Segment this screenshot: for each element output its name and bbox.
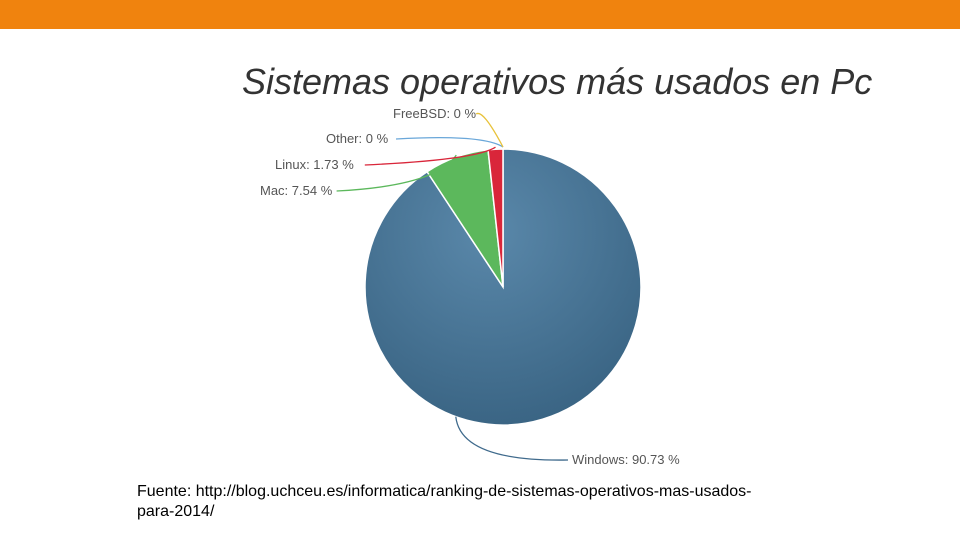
leader-line-windows [455, 416, 569, 461]
pie-slice-linux [487, 148, 504, 288]
slice-label-other: Other: 0 % [326, 131, 389, 146]
slide-title: Sistemas operativos más usados en Pc [242, 61, 873, 102]
top-accent-bar [0, 0, 960, 29]
slice-label-mac: Mac: 7.54 % [260, 183, 333, 198]
slice-label-freebsd: FreeBSD: 0 % [393, 106, 477, 121]
leader-line-freebsd [475, 112, 504, 148]
leader-line-linux [364, 146, 496, 166]
slice-label-windows: Windows: 90.73 % [572, 452, 680, 467]
leader-line-other [395, 136, 504, 148]
leader-line-mac [336, 154, 457, 192]
source-citation: Fuente: http://blog.uchceu.es/informatic… [137, 482, 837, 522]
source-line-2: para-2014/ [137, 503, 215, 520]
slice-label-linux: Linux: 1.73 % [275, 157, 354, 172]
source-line-1: Fuente: http://blog.uchceu.es/informatic… [137, 483, 752, 500]
